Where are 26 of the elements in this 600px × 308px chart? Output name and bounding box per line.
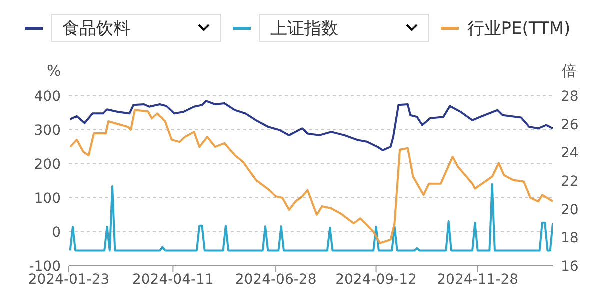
y2-tick-label: 24 (561, 146, 579, 162)
y2-axis-title: 倍 (562, 62, 577, 81)
y2-tick-label: 18 (561, 230, 579, 247)
line-series (69, 109, 553, 244)
y2-tick-label: 26 (561, 117, 579, 134)
legend-label: 食品饮料 (62, 18, 130, 40)
line-series (69, 100, 553, 152)
x-tick-label: 2024-11-28 (437, 272, 519, 288)
y2-tick-label: 16 (561, 258, 579, 275)
legend-label: 行业PE(TTM) (467, 18, 571, 40)
y-tick-label: 0 (52, 224, 61, 241)
x-tick-label: 2024-06-28 (235, 272, 317, 288)
y-tick-label: 400 (34, 88, 61, 105)
line-series (69, 183, 553, 252)
y-tick-label: 300 (34, 122, 61, 139)
y-tick-label: 100 (34, 190, 61, 207)
dropdown-field: 食品饮料 (51, 14, 222, 42)
y2-tick-label: 22 (561, 174, 579, 190)
x-tick-label: 2024-04-11 (132, 272, 214, 288)
legend-label: 上证指数 (270, 18, 338, 40)
y-tick-label: 200 (34, 156, 61, 173)
x-tick-label: 2024-09-12 (336, 272, 417, 288)
y2-tick-label: 20 (561, 202, 579, 218)
y2-tick-label: 28 (561, 88, 579, 105)
dropdown-field: 上证指数 (259, 14, 430, 42)
y-axis-title: % (47, 62, 62, 80)
